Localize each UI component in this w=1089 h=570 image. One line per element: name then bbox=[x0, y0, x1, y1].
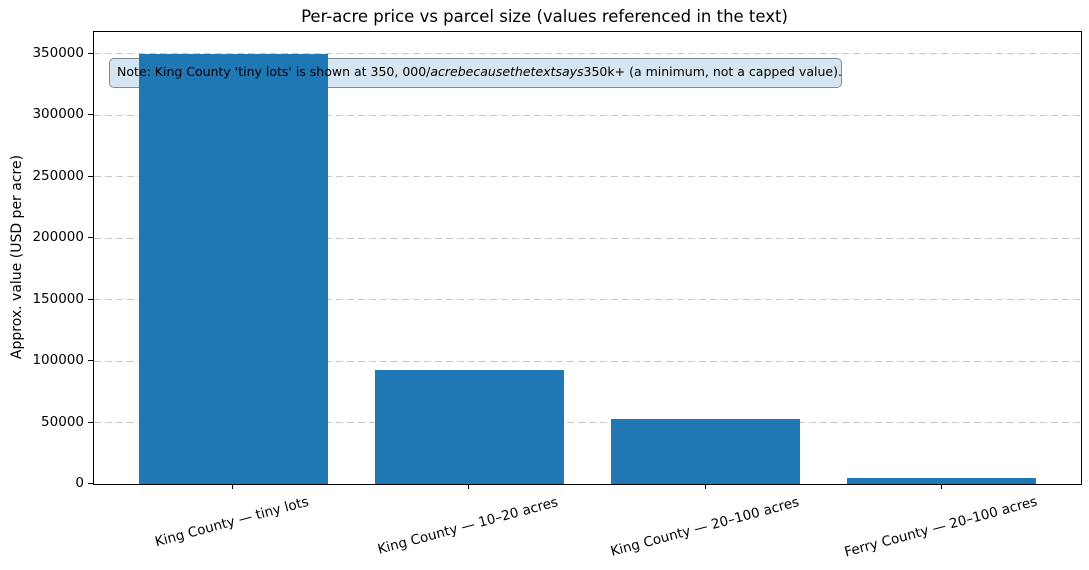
y-tick-label: 200000 bbox=[32, 229, 84, 245]
annotation-text-italic: acrebecausethetextsays bbox=[430, 64, 584, 79]
x-tick-label: Ferry County — 20–100 acres bbox=[842, 494, 1039, 561]
bar bbox=[611, 418, 800, 484]
y-tick-mark bbox=[88, 175, 93, 177]
gridline bbox=[94, 299, 1081, 300]
gridline bbox=[94, 114, 1081, 116]
plot-area bbox=[93, 31, 1082, 485]
gridline bbox=[94, 237, 1081, 239]
bar bbox=[374, 369, 564, 484]
y-tick-mark bbox=[88, 52, 93, 54]
y-tick-mark bbox=[88, 114, 93, 116]
gridline bbox=[94, 360, 1081, 362]
y-tick-label: 350000 bbox=[32, 44, 84, 61]
y-axis-label: Approx. value (USD per acre) bbox=[9, 154, 25, 360]
y-tick-mark bbox=[88, 421, 93, 423]
gridline bbox=[94, 176, 1081, 178]
bar bbox=[138, 53, 328, 484]
y-tick-label: 250000 bbox=[32, 167, 84, 184]
y-tick-label: 50000 bbox=[41, 413, 84, 430]
y-tick-label: 300000 bbox=[32, 106, 84, 123]
x-tick-mark bbox=[704, 485, 706, 489]
x-tick-label: King County — 20–100 acres bbox=[608, 493, 801, 560]
gridline bbox=[94, 422, 1081, 423]
y-tick-mark bbox=[88, 237, 93, 238]
annotation-text-regular: 350k+ (a minimum, not a capped value). bbox=[583, 64, 842, 79]
y-tick-mark bbox=[88, 483, 93, 484]
y-tick-label: 0 bbox=[75, 475, 84, 491]
x-tick-label: King County — 10–20 acres bbox=[376, 494, 561, 558]
bar bbox=[847, 478, 1037, 484]
y-tick-label: 150000 bbox=[32, 290, 84, 307]
chart-title: Per-acre price vs parcel size (values re… bbox=[301, 7, 788, 26]
y-tick-label: 100000 bbox=[32, 352, 84, 368]
annotation-text-regular: Note: King County 'tiny lots' is shown a… bbox=[117, 64, 431, 79]
annotation-note-text: Note: King County 'tiny lots' is shown a… bbox=[117, 57, 842, 87]
x-tick-label: King County — tiny lots bbox=[153, 493, 311, 551]
x-tick-mark bbox=[232, 485, 234, 489]
x-tick-mark bbox=[468, 485, 470, 489]
x-tick-mark bbox=[940, 485, 942, 489]
y-tick-mark bbox=[88, 298, 93, 300]
gridline bbox=[94, 53, 1081, 55]
y-tick-mark bbox=[88, 360, 93, 361]
